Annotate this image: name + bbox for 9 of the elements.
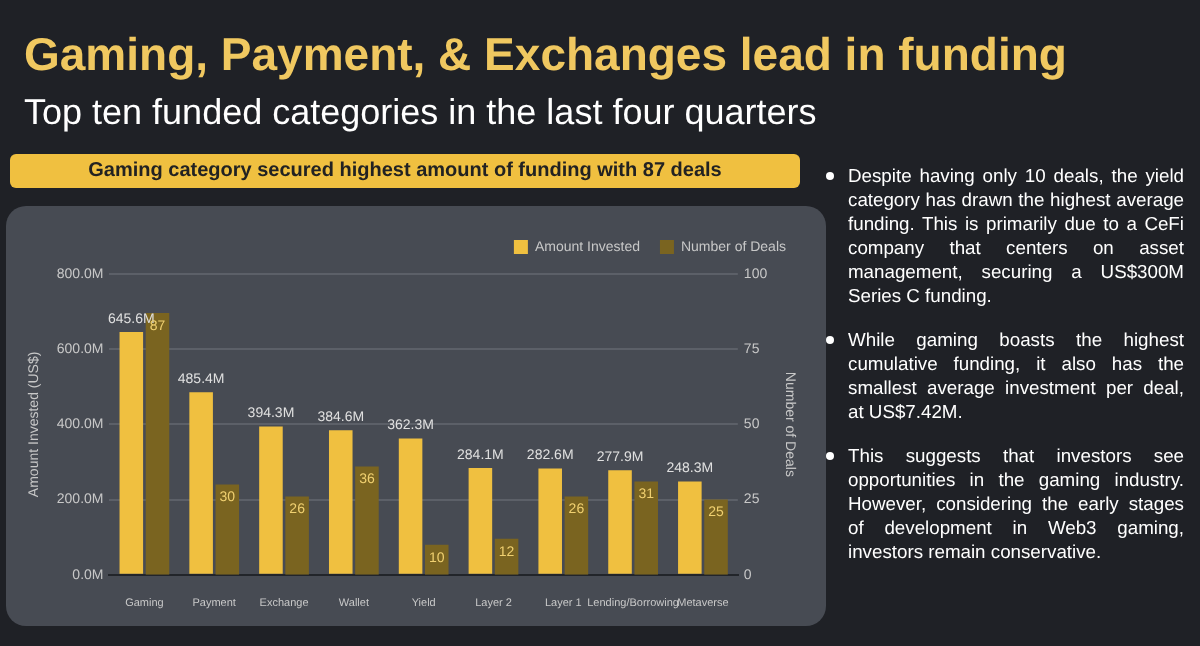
text: Gaming category secured highest amount of funding with 87 deals: [10, 154, 800, 188]
text: Despite having only 10 deals, the yield category has drawn the highest average funding. This is primarily due to a CeFi company that centers on asset management, securing a US$300M Series C funding.: [846, 164, 1184, 308]
bar: [189, 392, 213, 574]
bar: [468, 467, 493, 574]
chart-title: Gaming, Payment, & Exchanges lead in funding: [24, 28, 1067, 82]
chart-subtitle: Top ten funded categories in the last four quarters: [24, 92, 817, 134]
text: This suggests that investors see opportunities in the gaming industry. However, considering the early stages of development in Web3 gaming, investors remain conservative.: [846, 444, 1184, 564]
bar: [398, 438, 423, 574]
text: While gaming boasts the highest cumulative funding, it also has the smallest average investment per deal, at US$7.42M.: [846, 328, 1184, 424]
